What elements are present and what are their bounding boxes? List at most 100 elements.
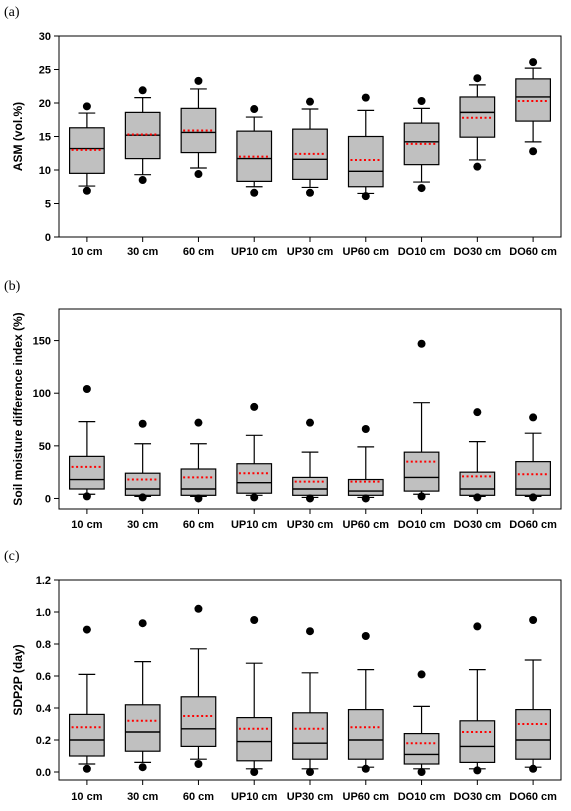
outlier-point <box>82 492 91 501</box>
box-5: UP30 cm <box>287 627 333 803</box>
box-8: DO30 cm <box>453 408 501 531</box>
outlier-point <box>417 492 426 501</box>
interquartile-box <box>180 468 217 496</box>
x-tick-label: UP60 cm <box>343 791 390 803</box>
outlier-point <box>417 184 426 193</box>
outlier-point <box>138 176 147 185</box>
x-tick-label: UP30 cm <box>287 246 334 258</box>
chart-panel-2: (b) 0 50 100 150 Soil moisture difference ind… <box>4 279 562 531</box>
y-tick-label: 1.0 <box>36 607 51 619</box>
y-tick-label: 0.4 <box>36 703 52 715</box>
y-tick-label: 150 <box>33 336 51 348</box>
box-4: UP10 cm <box>231 616 278 803</box>
x-tick-label: 10 cm <box>71 246 102 258</box>
box-9: DO60 cm <box>509 413 557 531</box>
outlier-point <box>82 102 91 111</box>
box-1: 10 cm <box>68 385 105 531</box>
box-2: 30 cm <box>124 86 161 258</box>
outlier-point <box>361 494 370 503</box>
interquartile-box <box>124 472 161 496</box>
box-7: DO10 cm <box>398 96 446 258</box>
chart-panel-1: (a) 0 5 10 15 20 25 30 ASM (vol.%) 10 cm 30 cm 60 c… <box>4 5 562 258</box>
outlier-point <box>250 105 259 114</box>
interquartile-box <box>292 476 328 496</box>
y-axis-label: SDP2P (day) <box>11 644 25 715</box>
box-8: DO30 cm <box>453 74 501 258</box>
box-1: 10 cm <box>68 625 105 803</box>
outlier-point <box>529 764 538 773</box>
y-tick-label: 0 <box>45 493 51 505</box>
y-tick-label: 0.0 <box>36 767 51 779</box>
box-4: UP10 cm <box>231 105 278 258</box>
outlier-point <box>529 493 538 502</box>
x-tick-label: 60 cm <box>183 519 214 531</box>
x-tick-label: 60 cm <box>183 246 214 258</box>
outlier-point <box>306 768 314 776</box>
interquartile-box <box>347 135 384 188</box>
box-4: UP10 cm <box>231 402 278 531</box>
outlier-point <box>138 763 147 772</box>
outlier-point <box>306 627 314 636</box>
outlier-point <box>250 188 259 197</box>
interquartile-box <box>347 708 384 760</box>
box-9: DO60 cm <box>509 58 557 258</box>
x-tick-label: DO30 cm <box>453 791 501 803</box>
panel-label: (c) <box>4 549 20 564</box>
x-tick-label: DO60 cm <box>509 519 557 531</box>
y-tick-label: 100 <box>33 388 51 400</box>
outlier-point <box>194 170 203 179</box>
y-tick-label: 0.8 <box>36 639 51 651</box>
x-tick-label: 30 cm <box>127 519 158 531</box>
outlier-point <box>250 402 259 411</box>
outlier-point <box>194 76 203 85</box>
interquartile-box <box>515 78 552 122</box>
outlier-point <box>529 58 538 67</box>
outlier-point <box>82 764 91 773</box>
box-6: UP60 cm <box>343 93 390 258</box>
outlier-point <box>361 764 370 773</box>
outlier-point <box>417 768 426 776</box>
interquartile-box <box>515 708 552 760</box>
interquartile-box <box>403 451 440 492</box>
outlier-point <box>417 339 426 348</box>
y-axis-label: ASM (vol.%) <box>11 102 25 171</box>
box-9: DO60 cm <box>509 616 557 803</box>
x-tick-label: 30 cm <box>127 246 158 258</box>
y-tick-label: 0.2 <box>36 735 51 747</box>
x-tick-label: UP30 cm <box>287 519 334 531</box>
outlier-point <box>306 97 314 106</box>
box-2: 30 cm <box>124 419 161 531</box>
outlier-point <box>361 425 370 433</box>
y-tick-label: 20 <box>39 98 51 110</box>
box-5: UP30 cm <box>287 418 334 531</box>
outlier-point <box>306 418 314 427</box>
outlier-point <box>250 616 259 624</box>
y-tick-label: 1.2 <box>36 575 51 587</box>
outlier-point <box>529 147 538 156</box>
y-tick-label: 10 <box>39 165 51 177</box>
x-tick-label: UP60 cm <box>343 246 390 258</box>
x-tick-label: DO60 cm <box>509 246 557 258</box>
outlier-point <box>529 616 538 624</box>
interquartile-box <box>124 704 161 752</box>
y-tick-label: 25 <box>39 65 51 77</box>
box-3: 60 cm <box>180 76 217 258</box>
outlier-point <box>529 413 538 422</box>
outlier-point <box>194 760 203 768</box>
interquartile-box <box>515 461 552 496</box>
outlier-point <box>194 418 203 427</box>
x-tick-label: 60 cm <box>183 791 214 803</box>
x-tick-label: UP10 cm <box>231 519 278 531</box>
outlier-point <box>361 632 370 640</box>
y-tick-label: 5 <box>45 199 51 211</box>
box-5: UP30 cm <box>287 97 334 258</box>
y-tick-label: 30 <box>39 31 51 43</box>
x-tick-label: DO10 cm <box>398 519 446 531</box>
y-tick-label: 0 <box>45 232 51 244</box>
outlier-point <box>473 622 482 631</box>
chart-panel-3: (c) 0.0 0.2 0.4 0.6 0.8 1.0 1.2 SDP2P (day) 10 cm… <box>4 549 562 803</box>
interquartile-box <box>180 696 217 747</box>
outlier-point <box>417 670 426 679</box>
box-8: DO30 cm <box>453 622 501 803</box>
box-1: 10 cm <box>68 102 105 258</box>
